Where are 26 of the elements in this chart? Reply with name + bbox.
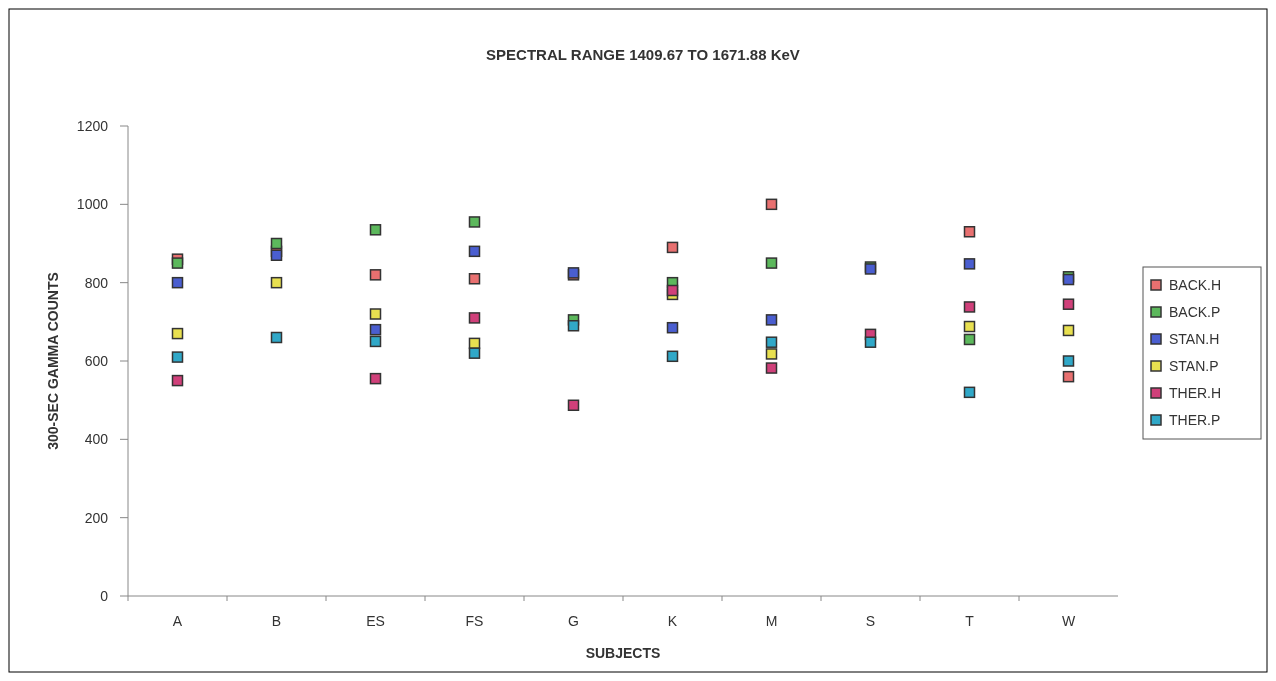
x-tick-label: W <box>1061 613 1076 629</box>
x-tick-label: K <box>667 613 678 629</box>
chart-title: SPECTRAL RANGE 1409.67 TO 1671.88 KeV <box>486 46 800 63</box>
x-tick-label: B <box>271 613 282 629</box>
y-tick-label: 400 <box>84 431 109 448</box>
legend-label: BACK.H <box>1169 277 1222 293</box>
x-tick-label: T <box>965 613 975 629</box>
legend-label: THER.H <box>1169 385 1222 401</box>
y-tick-label: 600 <box>84 353 109 369</box>
x-tick-label: M <box>765 613 778 629</box>
y-tick-label: 0 <box>100 588 109 604</box>
y-tick-label: 1200 <box>76 118 109 134</box>
y-tick-label: 1000 <box>76 196 109 213</box>
y-tick-label: 200 <box>84 509 109 526</box>
x-tick-label: FS <box>465 613 484 629</box>
legend-label: BACK.P <box>1169 304 1221 320</box>
y-axis-title: 300-SEC GAMMA COUNTS <box>45 272 61 450</box>
legend-label: STAN.P <box>1169 358 1219 374</box>
x-tick-label: S <box>865 613 876 629</box>
legend-label: THER.P <box>1169 412 1221 428</box>
x-axis-title: SUBJECTS <box>585 645 661 661</box>
x-tick-label: ES <box>366 613 385 629</box>
x-tick-label: A <box>172 613 183 629</box>
legend-label: STAN.H <box>1169 331 1220 347</box>
x-tick-label: G <box>568 613 579 629</box>
y-tick-label: 800 <box>84 274 109 291</box>
